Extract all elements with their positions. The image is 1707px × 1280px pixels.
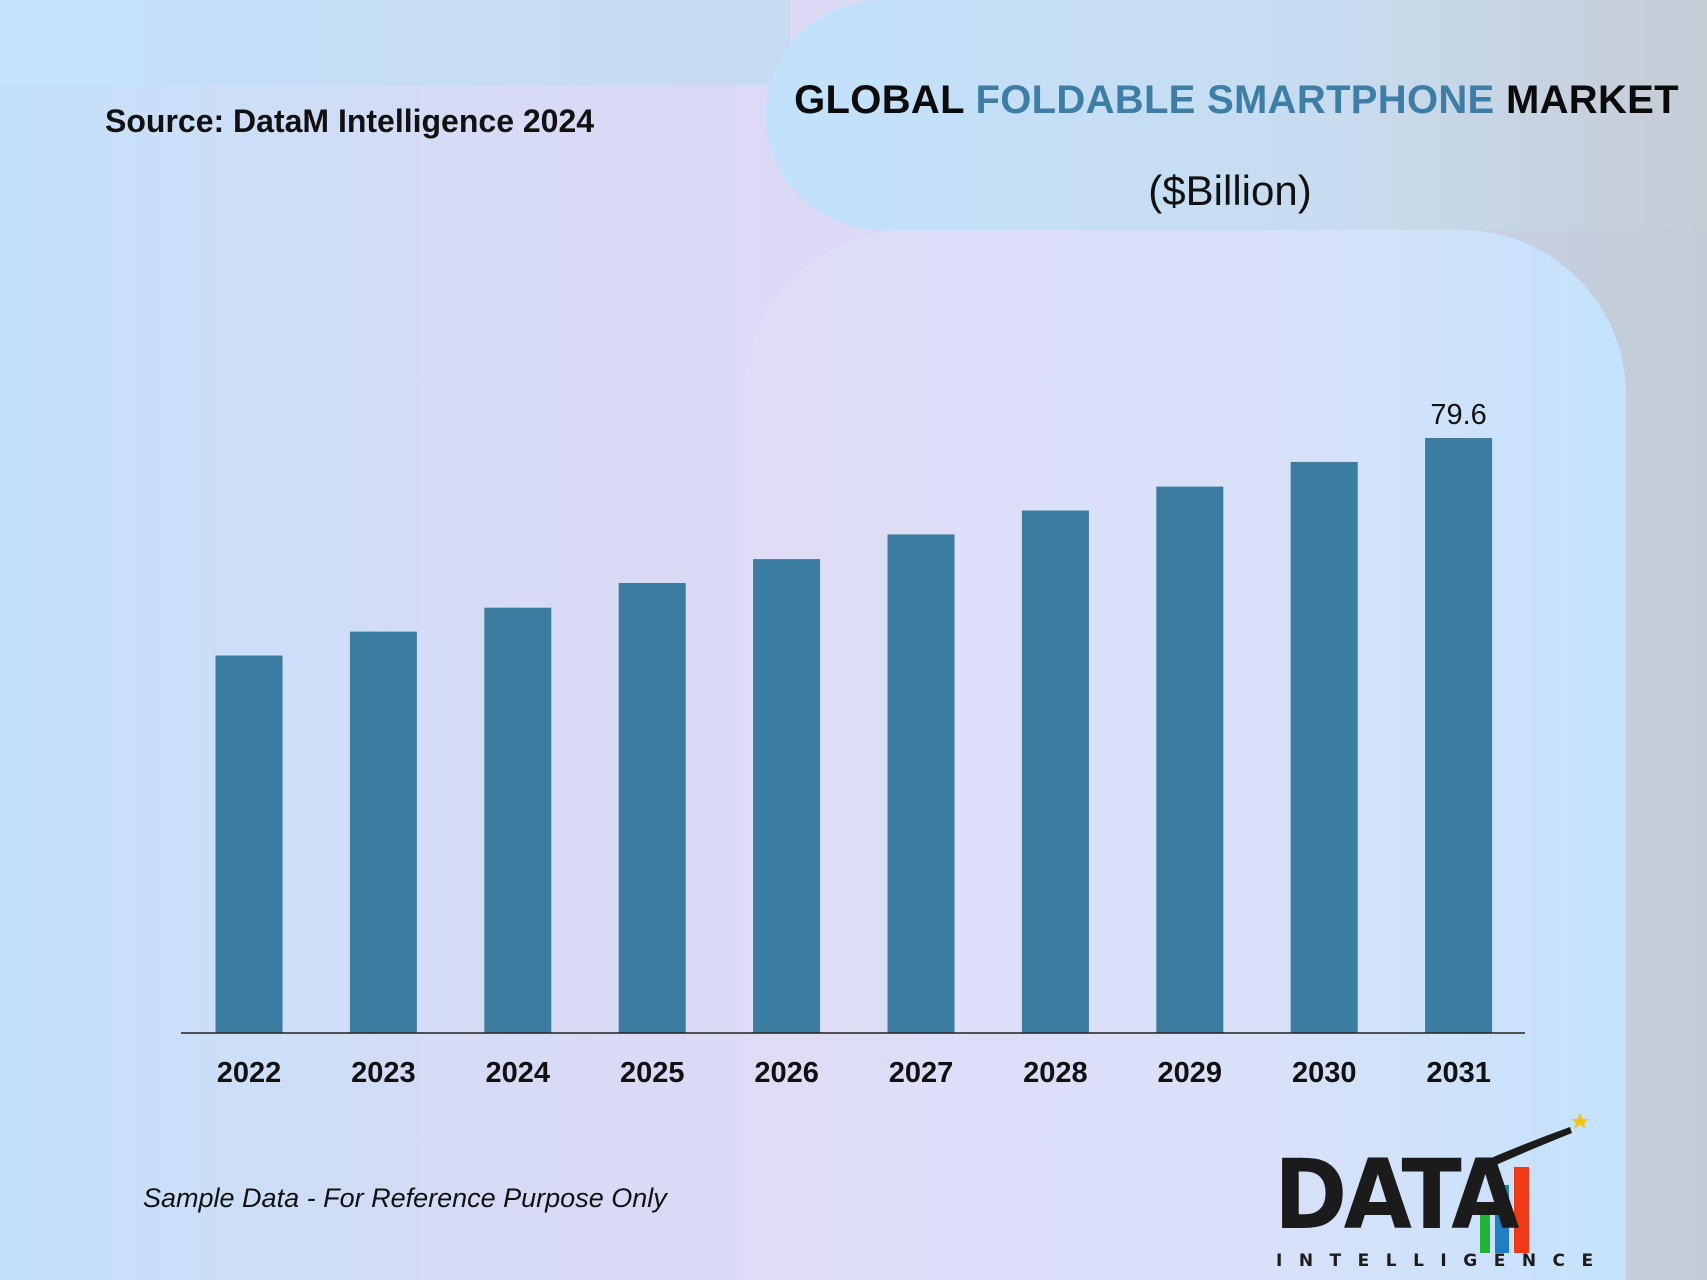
- unit-label: ($Billion): [1148, 167, 1312, 214]
- logo-star-icon: [1571, 1113, 1589, 1129]
- x-tick-label-2028: 2028: [1023, 1057, 1088, 1089]
- logo-bar-green: [1480, 1202, 1490, 1253]
- x-tick-label-2025: 2025: [620, 1057, 685, 1089]
- x-axis-labels: 2022 2023 2024 2025 2026 2027 2028 2029 2030 2031: [217, 1057, 1491, 1089]
- data-labels: 79.6: [1430, 399, 1486, 431]
- chart-title: GLOBAL FOLDABLE SMARTPHONE MARKET: [766, 78, 1707, 123]
- title-part-foldable-smartphone: FOLDABLE SMARTPHONE: [975, 78, 1495, 122]
- bar-2030: [1290, 461, 1358, 1034]
- bar-2031: [1425, 438, 1493, 1033]
- x-tick-label-2031: 2031: [1426, 1057, 1491, 1089]
- bar-2024: [484, 607, 552, 1033]
- bar-2026: [753, 559, 821, 1033]
- x-tick-label-2026: 2026: [754, 1057, 819, 1089]
- bars-group: [215, 438, 1493, 1034]
- x-tick-label-2024: 2024: [486, 1057, 551, 1089]
- logo-swoosh-icon: [1475, 1127, 1572, 1173]
- bar-2025: [618, 583, 686, 1033]
- bar-2028: [1021, 510, 1089, 1033]
- data-label-2031: 79.6: [1430, 399, 1486, 431]
- x-tick-label-2027: 2027: [889, 1057, 954, 1089]
- logo-subtitle: INTELLIGENCE: [1276, 1251, 1610, 1271]
- bar-2027: [887, 534, 955, 1033]
- bar-2022: [215, 655, 283, 1033]
- bar-2023: [349, 631, 417, 1033]
- x-tick-label-2030: 2030: [1292, 1057, 1357, 1089]
- logo-bar-red: [1514, 1167, 1529, 1253]
- x-tick-label-2023: 2023: [351, 1057, 416, 1089]
- logo-wordmark: DATA: [1274, 1139, 1520, 1251]
- datam-intelligence-logo: DATA INTELLIGENCE: [1270, 1105, 1593, 1275]
- title-part-market: MARKET: [1494, 78, 1679, 122]
- background-band: [0, 0, 790, 85]
- x-tick-label-2029: 2029: [1158, 1057, 1223, 1089]
- source-text: Source: DataM Intelligence 2024: [105, 103, 595, 139]
- title-part-global: GLOBAL: [794, 78, 976, 122]
- logo-bar-blue: [1495, 1185, 1509, 1253]
- sample-data-note: Sample Data - For Reference Purpose Only: [143, 1183, 667, 1213]
- title-background-shape: [766, 0, 1707, 230]
- x-tick-label-2022: 2022: [217, 1057, 282, 1089]
- logo-graphic: [1475, 1113, 1589, 1253]
- bar-2029: [1156, 486, 1224, 1033]
